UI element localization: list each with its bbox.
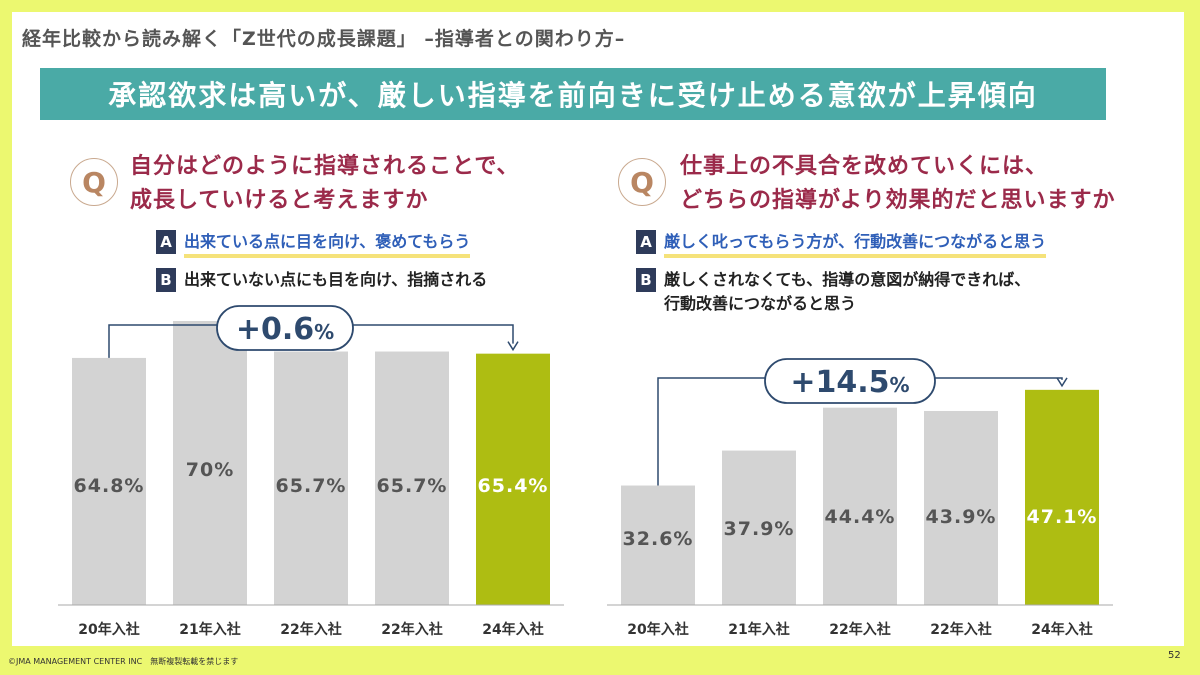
right-option-a-text: 厳しく叱ってもらう方が、行動改善につながると思う <box>664 230 1047 258</box>
category-label: 20年入社 <box>627 621 688 638</box>
change-badge <box>764 358 936 404</box>
question-mark: Q <box>82 165 106 199</box>
option-b-badge: B <box>156 268 176 292</box>
bar <box>375 351 449 605</box>
change-number: +14.5 <box>790 365 889 400</box>
category-label: 21年入社 <box>179 621 240 638</box>
left-question: 自分はどのように指導されることで、 成長していけると考えますか <box>130 150 519 218</box>
category-label: 22年入社 <box>930 621 991 638</box>
arrow-down-icon <box>1056 377 1068 388</box>
data-label: 44.4% <box>825 506 896 528</box>
right-option-b-text: 厳しくされなくても、指導の意図が納得できれば、 行動改善につながると思う <box>664 268 1030 316</box>
question-icon: Q <box>618 158 666 206</box>
right-question: 仕事上の不具合を改めていくには、 どちらの指導がより効果的だと思いますか <box>680 150 1115 218</box>
question-mark: Q <box>630 165 654 199</box>
change-badge <box>216 305 354 351</box>
data-label: 65.4% <box>478 475 549 497</box>
copyright-text: ©JMA MANAGEMENT CENTER INC 無断複製転載を禁じます <box>8 657 239 666</box>
bar <box>476 353 550 605</box>
bar <box>173 321 247 605</box>
option-b-badge: B <box>636 268 656 292</box>
right-option-b: B 厳しくされなくても、指導の意図が納得できれば、 行動改善につながると思う <box>636 268 1030 316</box>
question-icon: Q <box>70 158 118 206</box>
headline-text: 承認欲求は高いが、厳しい指導を前向きに受け止める意欲が上昇傾向 <box>108 79 1038 112</box>
headline-banner: 承認欲求は高いが、厳しい指導を前向きに受け止める意欲が上昇傾向 <box>40 68 1106 120</box>
change-unit: % <box>314 320 334 344</box>
page-title: 経年比較から読み解く「Z世代の成長課題」 –指導者との関わり方– <box>22 28 626 50</box>
arrow-down-icon <box>507 341 519 352</box>
left-option-b-text: 出来ていない点にも目を向け、指摘される <box>184 270 488 289</box>
category-label: 22年入社 <box>280 621 341 638</box>
category-label: 24年入社 <box>482 621 543 638</box>
bar <box>722 450 796 605</box>
right-option-a: A 厳しく叱ってもらう方が、行動改善につながると思う <box>636 230 1047 258</box>
data-label: 32.6% <box>623 528 694 550</box>
data-label: 37.9% <box>724 518 795 540</box>
left-option-a-text: 出来ている点に目を向け、褒めてもらう <box>184 230 471 258</box>
data-label: 43.9% <box>926 506 997 528</box>
category-label: 20年入社 <box>78 621 139 638</box>
right-question-line1: 仕事上の不具合を改めていくには、 <box>680 154 1049 179</box>
category-label: 22年入社 <box>829 621 890 638</box>
bar <box>274 351 348 605</box>
bar <box>621 485 695 605</box>
bar <box>823 407 897 605</box>
category-label: 22年入社 <box>381 621 442 638</box>
page-number: 52 <box>1168 650 1181 661</box>
change-unit: % <box>890 373 910 397</box>
option-a-badge: A <box>636 230 656 254</box>
bar <box>1025 389 1099 605</box>
bar <box>72 357 146 605</box>
data-label: 65.7% <box>276 475 347 497</box>
left-question-line1: 自分はどのように指導されることで、 <box>130 154 520 179</box>
change-value: +14.5% <box>790 365 909 400</box>
change-value: +0.6% <box>236 312 334 347</box>
left-option-a: A 出来ている点に目を向け、褒めてもらう <box>156 230 471 258</box>
data-label: 65.7% <box>377 475 448 497</box>
bar <box>924 410 998 605</box>
option-a-badge: A <box>156 230 176 254</box>
data-label: 70% <box>186 459 234 481</box>
left-question-line2: 成長していけると考えますか <box>130 188 429 213</box>
right-option-b-line2: 行動改善につながると思う <box>664 294 857 313</box>
left-option-b: B 出来ていない点にも目を向け、指摘される <box>156 268 487 292</box>
category-label: 21年入社 <box>728 621 789 638</box>
change-number: +0.6 <box>236 312 314 347</box>
right-option-b-line1: 厳しくされなくても、指導の意図が納得できれば、 <box>664 270 1031 289</box>
data-label: 64.8% <box>74 475 145 497</box>
category-label: 24年入社 <box>1031 621 1092 638</box>
data-label: 47.1% <box>1027 506 1098 528</box>
right-question-line2: どちらの指導がより効果的だと思いますか <box>680 188 1116 213</box>
